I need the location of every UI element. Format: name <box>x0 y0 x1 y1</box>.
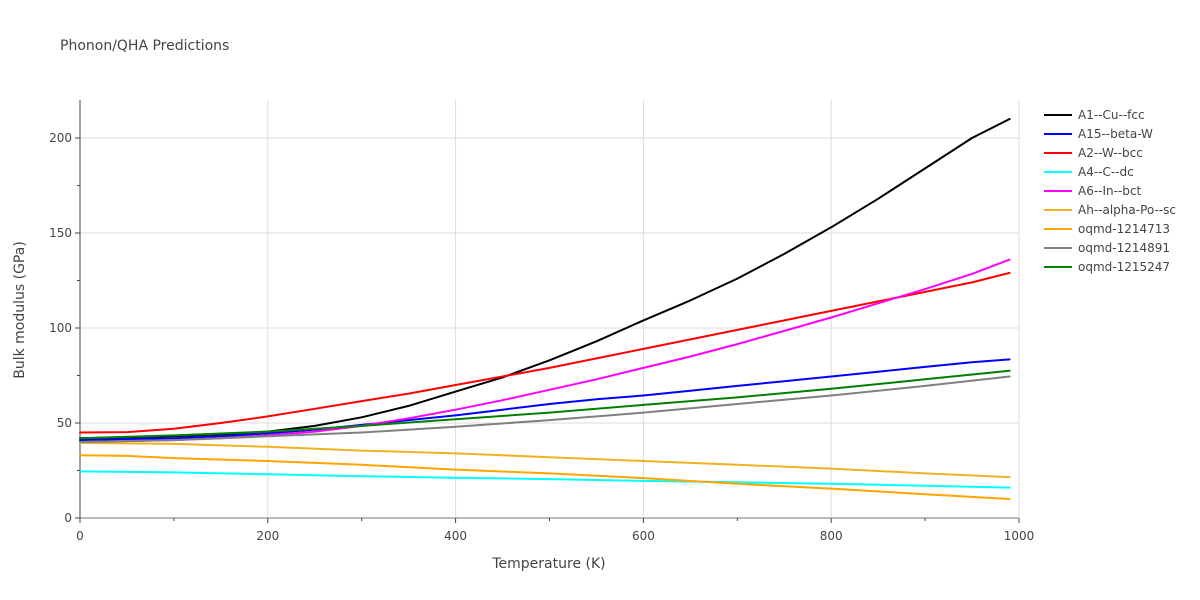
legend-item[interactable]: A4--C--dc <box>1044 165 1134 179</box>
series-layer <box>79 118 1011 500</box>
legend-item[interactable]: Ah--alpha-Po--sc <box>1044 203 1176 217</box>
legend-label: A2--W--bcc <box>1078 146 1143 160</box>
y-tick-label: 200 <box>49 131 72 145</box>
legend-label: Ah--alpha-Po--sc <box>1078 203 1176 217</box>
y-tick-label: 50 <box>57 416 72 430</box>
legend-label: oqmd-1214891 <box>1078 241 1170 255</box>
x-tick-label: 600 <box>632 529 655 543</box>
series-line-oqmd-1214713 <box>79 454 1011 500</box>
legend-label: A6--In--bct <box>1078 184 1142 198</box>
x-tick-label: 200 <box>256 529 279 543</box>
y-axis: 0 50 100 150 200 <box>49 131 80 525</box>
legend-item[interactable]: A1--Cu--fcc <box>1044 108 1145 122</box>
series-line-oqmd-1215247 <box>79 369 1011 440</box>
legend-item[interactable]: A6--In--bct <box>1044 184 1142 198</box>
legend-item[interactable]: oqmd-1214891 <box>1044 241 1170 255</box>
y-tick-label: 150 <box>49 226 72 240</box>
legend-label: A1--Cu--fcc <box>1078 108 1145 122</box>
x-axis-title: Temperature (K) <box>491 556 605 572</box>
legend-item[interactable]: oqmd-1214713 <box>1044 222 1170 236</box>
y-axis-title: Bulk modulus (GPa) <box>12 241 28 379</box>
x-axis: 0 200 400 600 800 1000 <box>76 518 1034 543</box>
legend-label: oqmd-1214713 <box>1078 222 1170 236</box>
chart-title: Phonon/QHA Predictions <box>60 38 229 54</box>
legend-label: oqmd-1215247 <box>1078 260 1170 274</box>
series-line-ah-alpha-po-sc <box>79 441 1011 479</box>
x-tick-label: 400 <box>444 529 467 543</box>
series-line-a2-w-bcc <box>79 271 1011 434</box>
zero-lines <box>79 100 1020 519</box>
x-tick-label: 800 <box>820 529 843 543</box>
x-tick-label: 1000 <box>1004 529 1035 543</box>
legend-item[interactable]: A15--beta-W <box>1044 127 1153 141</box>
grid <box>80 100 1020 518</box>
legend-item[interactable]: oqmd-1215247 <box>1044 260 1170 274</box>
series-line-oqmd-1214891 <box>79 375 1011 443</box>
x-tick-label: 0 <box>76 529 84 543</box>
y-tick-label: 100 <box>49 321 72 335</box>
legend-label: A15--beta-W <box>1078 127 1153 141</box>
series-line-a4-c-dc <box>79 470 1011 489</box>
series-line-a6-in-bct <box>79 258 1011 443</box>
y-tick-label: 0 <box>64 511 72 525</box>
series-line-a15-beta-w <box>79 358 1011 442</box>
legend: A1--Cu--fcc A15--beta-W A2--W--bcc A4--C--d… <box>1044 108 1176 274</box>
legend-label: A4--C--dc <box>1078 165 1134 179</box>
legend-item[interactable]: A2--W--bcc <box>1044 146 1143 160</box>
